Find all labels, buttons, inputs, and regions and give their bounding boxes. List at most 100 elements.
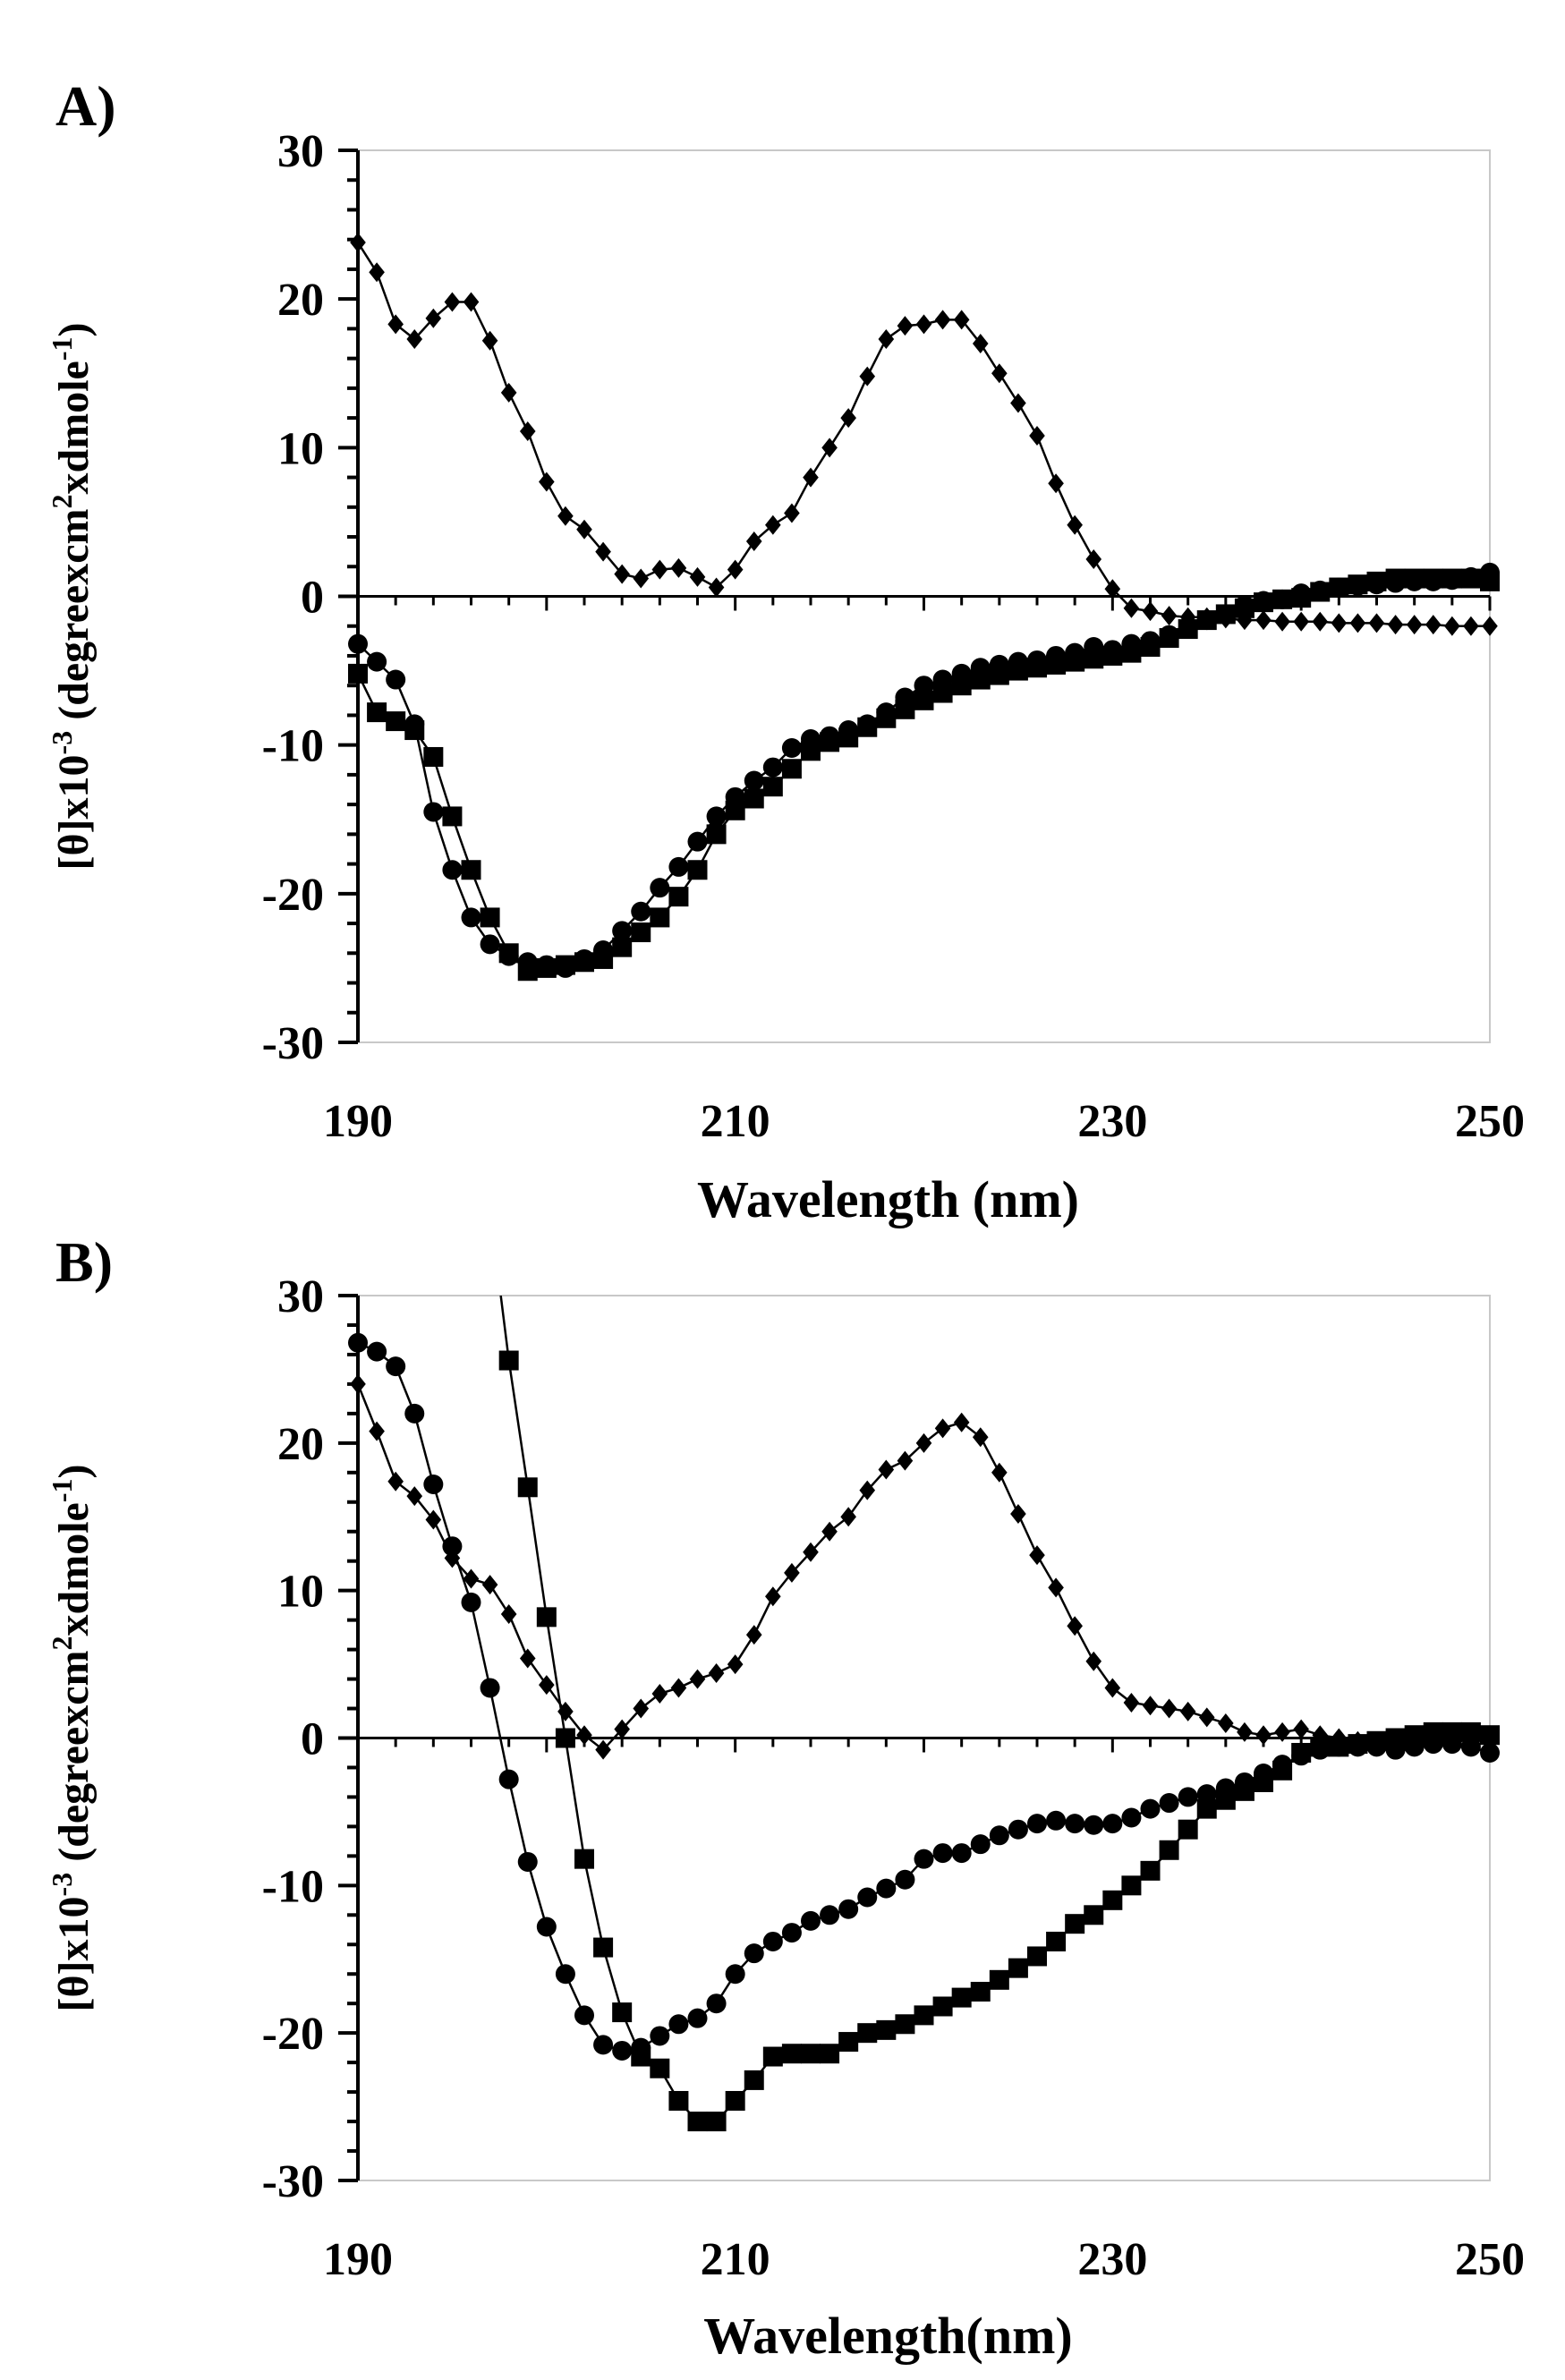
y-tick-label: -30	[262, 2156, 324, 2207]
data-point-diamond	[557, 506, 574, 526]
data-point-circle	[423, 802, 444, 822]
data-point-circle	[442, 860, 463, 880]
data-point-square	[1254, 592, 1273, 613]
y-tick-label: 0	[301, 573, 324, 624]
data-point-square	[1310, 1737, 1331, 1757]
data-point-square	[423, 746, 444, 767]
data-point-square	[593, 1937, 614, 1958]
data-point-diamond	[1161, 606, 1178, 626]
data-point-square	[480, 907, 500, 928]
data-point-diamond	[972, 1427, 989, 1448]
y-tick-label: -20	[262, 870, 324, 921]
data-point-circle	[631, 901, 651, 922]
data-point-square	[1460, 1721, 1481, 1742]
data-point-circle	[498, 1769, 519, 1789]
data-point-square	[932, 1996, 953, 2017]
x-axis-title: Wavelength (nm)	[697, 1170, 1079, 1228]
data-point-square	[650, 2058, 670, 2078]
x-tick-label: 250	[1455, 2234, 1525, 2285]
series-square	[498, 1296, 1500, 2132]
data-point-square	[1366, 1730, 1387, 1751]
data-point-circle	[876, 1878, 897, 1899]
data-point-circle	[536, 1917, 557, 1937]
data-point-diamond	[708, 1662, 725, 1683]
data-point-square	[517, 1477, 538, 1498]
data-point-diamond	[727, 1654, 744, 1675]
data-point-diamond	[651, 1684, 668, 1704]
data-point-diamond	[972, 334, 989, 354]
data-point-square	[536, 1607, 557, 1628]
data-point-circle	[1178, 1787, 1198, 1807]
y-tick-label: 30	[277, 126, 324, 177]
data-point-diamond	[519, 421, 536, 442]
data-point-square	[857, 2023, 878, 2044]
data-point-square	[612, 937, 633, 957]
data-point-diamond	[406, 1486, 423, 1507]
data-point-diamond	[1104, 1678, 1121, 1698]
y-tick-label: -10	[262, 1861, 324, 1912]
data-point-diamond	[1123, 1692, 1140, 1713]
data-point-square	[1310, 582, 1331, 602]
data-point-circle	[762, 757, 783, 778]
data-point-square	[1385, 568, 1406, 589]
data-point-square	[612, 2002, 633, 2023]
data-point-circle	[744, 770, 764, 791]
data-point-diamond	[1142, 601, 1159, 622]
data-point-circle	[687, 2008, 708, 2028]
data-point-diamond	[897, 1450, 914, 1471]
data-point-diamond	[595, 541, 611, 562]
data-point-diamond	[1387, 615, 1404, 635]
y-tick-label: 10	[277, 423, 324, 474]
series-square	[348, 568, 1500, 982]
data-point-square	[386, 711, 406, 732]
data-point-square	[498, 943, 519, 964]
data-point-circle	[480, 934, 500, 955]
data-point-diamond	[859, 366, 876, 387]
data-point-circle	[801, 1910, 821, 1931]
panel-label: B)	[55, 1230, 113, 1294]
data-point-square	[1027, 658, 1047, 678]
data-point-square	[838, 727, 859, 748]
data-point-square	[1423, 1721, 1443, 1742]
data-point-diamond	[803, 1542, 819, 1562]
data-point-diamond	[1104, 579, 1121, 599]
data-point-diamond	[878, 1459, 895, 1480]
data-point-diamond	[689, 566, 706, 587]
data-point-square	[989, 1969, 1009, 1990]
data-point-diamond	[897, 316, 914, 336]
data-point-diamond	[500, 1604, 517, 1625]
data-point-diamond	[1198, 1707, 1215, 1728]
data-point-square	[574, 952, 594, 973]
data-point-circle	[1159, 1793, 1179, 1814]
data-point-square	[517, 961, 538, 982]
data-point-square	[1329, 577, 1349, 598]
data-point-diamond	[1349, 613, 1366, 633]
data-point-circle	[970, 1834, 991, 1855]
data-point-diamond	[614, 564, 630, 584]
data-point-circle	[951, 1843, 972, 1864]
data-point-diamond	[1406, 615, 1423, 635]
data-point-square	[914, 690, 934, 710]
y-axis-title: [θ]x10-3 (degreexcm2xdmole-1)	[46, 323, 98, 871]
data-point-diamond	[500, 382, 517, 403]
data-point-diamond	[1067, 514, 1083, 535]
data-point-diamond	[539, 472, 555, 492]
data-point-square	[1027, 1946, 1047, 1967]
data-point-circle	[838, 1899, 859, 1919]
x-axis-title: Wavelength(nm)	[703, 2307, 1072, 2365]
data-point-diamond	[784, 503, 800, 523]
data-point-diamond	[1010, 393, 1026, 413]
data-point-square	[876, 2019, 897, 2040]
x-tick-label: 210	[701, 2234, 770, 2285]
data-point-diamond	[803, 467, 819, 488]
x-tick-label: 250	[1455, 1096, 1525, 1147]
data-point-square	[631, 2046, 651, 2067]
data-point-square	[1121, 642, 1142, 663]
data-point-square	[951, 1987, 972, 2008]
data-point-circle	[650, 878, 670, 898]
data-point-diamond	[1010, 1503, 1026, 1524]
data-point-diamond	[481, 330, 498, 351]
data-point-circle	[914, 1849, 934, 1869]
data-point-diamond	[1312, 611, 1329, 632]
data-point-square	[781, 2044, 802, 2064]
